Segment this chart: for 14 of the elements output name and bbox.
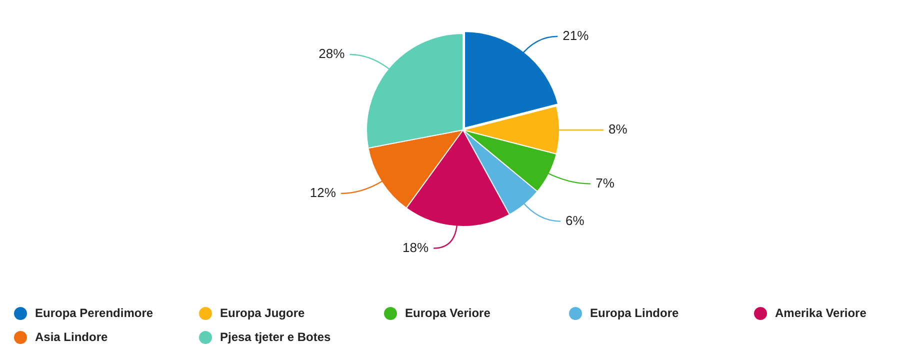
data-label: 21% <box>562 28 590 43</box>
legend-label: Pjesa tjeter e Botes <box>220 330 331 344</box>
legend-label: Europa Veriore <box>405 306 490 320</box>
data-label: 8% <box>608 122 628 137</box>
legend-label: Europa Jugore <box>220 306 305 320</box>
legend-label: Europa Perendimore <box>35 306 154 320</box>
legend-label: Asia Lindore <box>35 330 108 344</box>
data-label: 18% <box>402 240 429 255</box>
data-label: 7% <box>596 175 615 190</box>
data-label: 6% <box>566 212 585 228</box>
data-label: 12% <box>310 185 336 200</box>
data-label: 28% <box>318 46 346 62</box>
legend-label: Amerika Veriore <box>775 306 866 320</box>
legend-label: Europa Lindore <box>590 306 679 320</box>
